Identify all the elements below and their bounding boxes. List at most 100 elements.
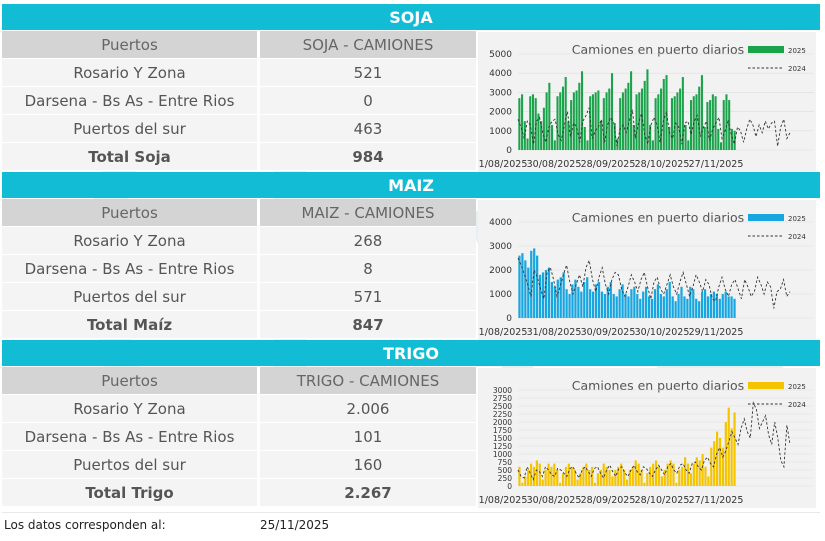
bar-2025 (518, 466, 521, 486)
bar-2025 (603, 294, 607, 318)
bar-2025 (730, 128, 733, 150)
y-tick-label: 4000 (489, 218, 512, 228)
bar-2025 (530, 250, 533, 318)
bar-2025 (594, 284, 598, 318)
x-tick-label: 01/08/2025 (478, 159, 527, 170)
bar-2025 (730, 296, 733, 318)
bar-2025 (709, 294, 713, 318)
bar-2025 (662, 78, 665, 150)
truck-count: 571 (258, 282, 476, 311)
bar-2025 (640, 88, 644, 150)
y-tick-label: 1750 (493, 426, 512, 435)
bar-2025 (700, 75, 703, 150)
bar-2025 (535, 460, 538, 486)
bar-2025 (710, 447, 713, 486)
bar-2025 (657, 94, 660, 150)
bar-2025 (669, 460, 672, 486)
bar-2025 (541, 479, 544, 486)
bar-2025 (553, 140, 556, 150)
bar-2025 (689, 286, 692, 318)
total-label: Total Maíz (2, 310, 260, 339)
bar-2025 (678, 470, 681, 486)
bar-2025 (556, 96, 559, 150)
y-tick-label: 2000 (489, 266, 512, 276)
bar-2025 (727, 296, 730, 318)
bar-2025 (572, 92, 575, 150)
x-tick-label: 28/10/2025 (635, 159, 690, 170)
bar-2025 (632, 125, 635, 150)
bar-2025 (643, 80, 646, 150)
bar-2025 (698, 86, 701, 150)
bar-2025 (659, 294, 662, 318)
table-soja: Puertos SOJA - CAMIONES Rosario Y Zona 5… (2, 31, 476, 171)
bar-2025 (662, 296, 665, 318)
y-tick-label: 1250 (493, 442, 512, 451)
port-name: Rosario Y Zona (2, 58, 260, 87)
bar-2025 (612, 294, 615, 318)
table-row: Rosario Y Zona 2.006 (2, 394, 476, 423)
bar-2025 (653, 289, 657, 318)
bar-2025 (614, 470, 617, 486)
total-row: Total Maíz 847 (2, 310, 476, 339)
table-trigo: Puertos TRIGO - CAMIONES Rosario Y Zona … (2, 367, 476, 507)
bar-2025 (673, 96, 676, 150)
bar-2025 (646, 473, 649, 486)
bar-2025 (718, 438, 722, 486)
bar-2025 (615, 296, 618, 318)
y-tick-label: 3000 (489, 242, 512, 252)
bar-2025 (695, 298, 698, 318)
bar-2025 (610, 73, 614, 150)
bar-2025 (733, 298, 736, 318)
bar-2025 (531, 94, 535, 150)
table-header: Puertos TRIGO - CAMIONES (2, 367, 476, 395)
bar-2025 (619, 98, 622, 150)
bar-2025 (724, 291, 727, 318)
bar-2025 (540, 121, 543, 150)
bar-2025 (550, 282, 553, 318)
x-tick-label: 30/10/2025 (635, 327, 690, 338)
bar-2025 (570, 466, 573, 486)
bar-2025 (521, 94, 524, 150)
bar-2025 (639, 298, 642, 318)
bar-2025 (625, 479, 629, 486)
table-maiz: Puertos MAIZ - CAMIONES Rosario Y Zona 2… (2, 199, 476, 339)
y-tick-label: 1000 (489, 127, 512, 137)
bar-2025 (597, 282, 601, 318)
bar-2025 (687, 140, 690, 150)
bar-2025 (660, 476, 663, 486)
bar-2025 (733, 130, 736, 150)
bar-2025 (600, 291, 604, 318)
bar-2025 (649, 466, 652, 486)
bar-2025 (645, 286, 648, 318)
section-title-trigo: TRIGO (2, 340, 820, 366)
x-tick-label: 30/08/2025 (527, 495, 582, 506)
bar-2025 (581, 71, 584, 150)
bar-2025 (547, 267, 551, 318)
port-name: Darsena - Bs As - Entre Rios (2, 254, 260, 283)
bar-2025 (620, 463, 623, 486)
bar-2025 (551, 125, 554, 150)
bar-2025 (701, 454, 704, 486)
bar-2025 (561, 86, 564, 150)
bar-2025 (524, 476, 527, 486)
bar-2025 (562, 272, 565, 318)
y-tick-label: 0 (506, 314, 512, 324)
bar-2025 (609, 282, 612, 318)
bar-2025 (636, 294, 639, 318)
bar-2025 (550, 466, 553, 486)
col-header-camiones: SOJA - CAMIONES (258, 31, 476, 59)
bar-2025 (553, 286, 556, 318)
bar-2025 (538, 274, 542, 318)
bar-2025 (622, 470, 626, 486)
bar-2025 (529, 463, 533, 486)
table-row: Rosario Y Zona 521 (2, 58, 476, 87)
bar-2025 (716, 431, 719, 486)
y-tick-label: 2750 (493, 394, 512, 403)
bar-2025 (606, 286, 609, 318)
x-tick-label: 28/09/2025 (581, 159, 636, 170)
bar-2025 (642, 291, 645, 318)
y-tick-label: 2000 (493, 418, 512, 427)
table-row: Darsena - Bs As - Entre Rios 8 (2, 254, 476, 283)
bar-2025 (565, 289, 568, 318)
y-tick-label: 2250 (493, 410, 512, 419)
